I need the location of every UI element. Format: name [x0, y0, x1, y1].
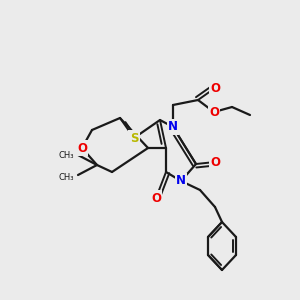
Text: O: O	[209, 106, 219, 118]
Text: O: O	[210, 155, 220, 169]
Text: N: N	[176, 175, 186, 188]
Text: O: O	[77, 142, 87, 154]
Text: O: O	[151, 191, 161, 205]
Text: O: O	[210, 82, 220, 94]
Text: CH₃: CH₃	[58, 151, 74, 160]
Text: CH₃: CH₃	[58, 172, 74, 182]
Text: N: N	[168, 121, 178, 134]
Text: S: S	[130, 131, 138, 145]
